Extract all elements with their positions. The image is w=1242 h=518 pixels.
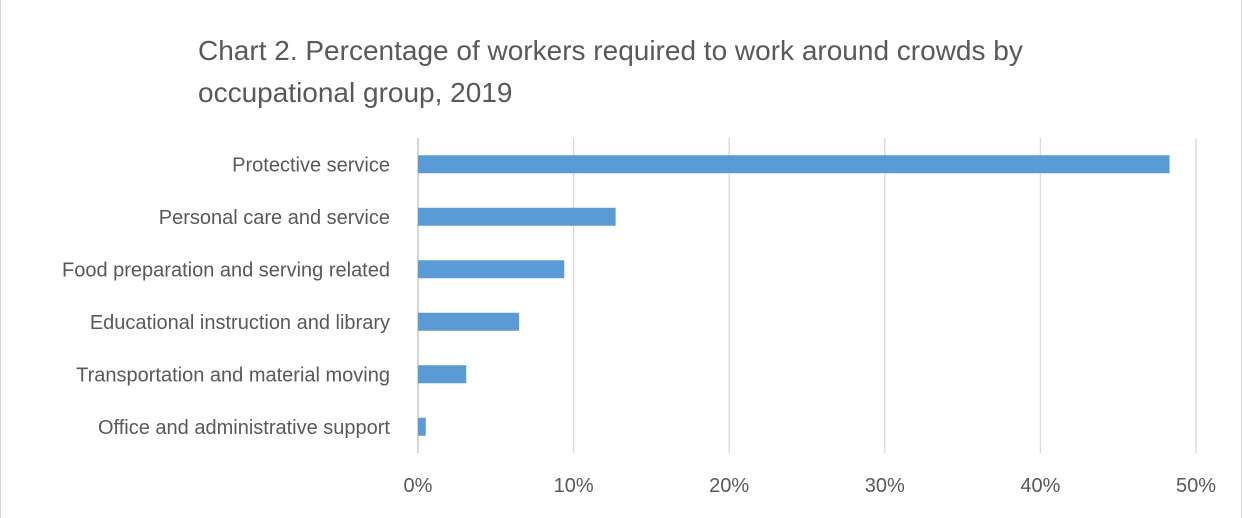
bars	[418, 155, 1170, 436]
category-label: Food preparation and serving related	[62, 259, 390, 281]
bar	[418, 312, 520, 331]
x-tick-label: 50%	[1176, 475, 1216, 497]
category-label: Office and administrative support	[98, 417, 390, 439]
x-tick-label: 20%	[709, 475, 749, 497]
bar	[418, 155, 1170, 174]
bar	[418, 417, 426, 436]
category-labels: Protective service Personal care and serv…	[62, 154, 390, 439]
gridlines	[417, 138, 1197, 453]
category-label: Transportation and material moving	[76, 364, 390, 386]
x-tick-label: 10%	[554, 475, 594, 497]
x-tick-label: 40%	[1020, 475, 1060, 497]
category-label: Educational instruction and library	[90, 312, 390, 334]
x-tick-label: 30%	[865, 475, 905, 497]
bar	[418, 365, 467, 384]
bar	[418, 260, 565, 279]
x-tick-label: 0%	[404, 475, 433, 497]
chart-title: Chart 2. Percentage of workers required …	[198, 35, 1023, 108]
category-label: Protective service	[232, 154, 390, 176]
x-tick-labels: 0% 10% 20% 30% 40% 50%	[404, 475, 1217, 497]
category-label: Personal care and service	[159, 207, 390, 229]
bar	[418, 207, 616, 226]
